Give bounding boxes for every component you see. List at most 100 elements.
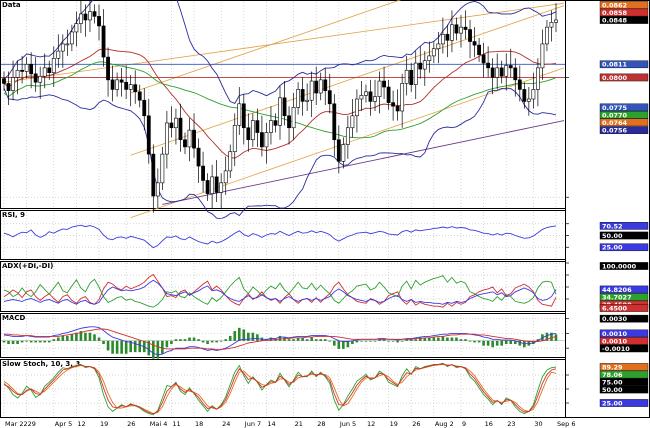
candle-body xyxy=(296,89,300,108)
candle-body xyxy=(526,98,531,102)
candle-body xyxy=(228,151,233,172)
candle-body xyxy=(51,57,56,73)
value-tag-text: -0.0010 xyxy=(602,345,630,353)
macd-histogram-bar xyxy=(400,340,404,342)
value-tag-text: 100.0000 xyxy=(602,262,637,270)
channel-line xyxy=(3,2,565,83)
macd-histogram-bar xyxy=(247,332,250,341)
candle-body xyxy=(404,69,409,84)
macd-histogram-bar xyxy=(310,337,313,341)
macd-histogram-bar xyxy=(124,340,128,354)
macd-histogram-bar xyxy=(133,340,137,353)
macd-histogram-bar xyxy=(396,340,399,343)
candle-body xyxy=(554,19,558,23)
candle-body xyxy=(183,139,187,148)
macd-histogram-bar xyxy=(256,334,259,341)
candle-body xyxy=(278,97,282,126)
value-tag-text: 0.0770 xyxy=(602,111,628,119)
candle-body xyxy=(33,73,38,83)
stoch-k2-line xyxy=(3,363,557,415)
candle-body xyxy=(110,79,115,90)
stoch-plot xyxy=(1,361,565,417)
adx-plot xyxy=(1,262,565,311)
x-tick-label: Sep 6 xyxy=(557,420,575,428)
macd-histogram-bar xyxy=(242,329,246,341)
macd-histogram-bar xyxy=(206,340,209,345)
x-tick-label: 19 xyxy=(390,420,398,428)
value-tag-text: 0.0848 xyxy=(602,16,628,24)
macd-histogram-bar xyxy=(346,340,350,348)
candle-body xyxy=(133,84,138,93)
candle-body xyxy=(445,34,450,41)
value-tag-box xyxy=(599,8,649,17)
candle-body xyxy=(56,50,61,59)
macd-histogram-bar xyxy=(97,337,101,341)
macd-histogram-bar xyxy=(500,340,504,346)
adx-line xyxy=(3,279,557,305)
candle-body xyxy=(205,180,210,194)
macd-histogram-bar xyxy=(495,340,499,346)
value-tag-text: 34.7027 xyxy=(602,293,632,301)
x-tick-label: Mar 22 xyxy=(5,420,28,428)
candle-body xyxy=(69,31,74,45)
macd-histogram-bar xyxy=(34,340,37,343)
bollinger-lower xyxy=(3,88,557,220)
value-tag-box xyxy=(599,118,649,127)
macd-histogram-bar xyxy=(468,340,472,342)
value-tag-box xyxy=(599,73,649,82)
bollinger-upper xyxy=(3,0,557,104)
candle-body xyxy=(42,67,47,77)
value-tag-text: 50.00 xyxy=(602,232,623,240)
macd-histogram-bar xyxy=(342,340,345,349)
macd-histogram-bar xyxy=(423,337,427,341)
candle-body xyxy=(536,67,540,90)
macd-histogram-bar xyxy=(43,340,47,343)
macd-histogram-bar xyxy=(405,339,408,341)
value-tag-box xyxy=(599,370,649,379)
value-tag-box xyxy=(599,60,649,69)
value-tag-text: 0.0756 xyxy=(602,127,628,135)
macd-histogram-bar xyxy=(224,339,228,341)
candle-body xyxy=(11,77,15,91)
macd-histogram-bar xyxy=(513,340,517,345)
macd-histogram-bar xyxy=(296,337,300,341)
candle-body xyxy=(377,80,382,97)
candle-body xyxy=(540,43,545,69)
candle-body xyxy=(332,103,337,141)
macd-histogram-bar xyxy=(382,339,386,341)
macd-histogram-bar xyxy=(38,340,42,343)
candle-body xyxy=(196,147,201,167)
macd-histogram-bar xyxy=(170,340,173,345)
value-tag-box xyxy=(599,399,649,407)
x-tick-label: Apr 5 xyxy=(55,420,72,428)
x-tick-label: 28 xyxy=(317,420,325,428)
candle-body xyxy=(359,95,364,100)
value-tag-box xyxy=(599,314,649,323)
candle-body xyxy=(15,69,20,78)
price-panel-label: Data xyxy=(2,1,21,9)
candle-body xyxy=(440,34,445,45)
value-tag-text: 75.00 xyxy=(602,378,623,386)
plus-di-line xyxy=(3,274,557,308)
macd-histogram-bar xyxy=(360,340,363,342)
candle-body xyxy=(486,62,491,69)
macd-histogram-bar xyxy=(2,340,6,343)
macd-plot xyxy=(1,315,565,359)
value-tag-text: 89.29 xyxy=(602,363,623,371)
moving-average-red xyxy=(3,48,557,159)
macd-histogram-bar xyxy=(219,340,223,342)
candle-body xyxy=(201,165,205,181)
candle-body xyxy=(124,81,129,90)
value-tag-text: 0.0764 xyxy=(602,119,628,127)
x-tick-label: 12 xyxy=(367,420,375,428)
value-tag-box xyxy=(599,344,649,353)
macd-histogram-bar xyxy=(274,339,277,341)
value-tag-box xyxy=(599,1,649,9)
x-tick-label: 12 xyxy=(77,420,85,428)
candle-body xyxy=(210,176,215,194)
value-tag-box xyxy=(599,378,649,386)
macd-histogram-bar xyxy=(287,339,291,341)
value-tag-box xyxy=(599,243,649,252)
